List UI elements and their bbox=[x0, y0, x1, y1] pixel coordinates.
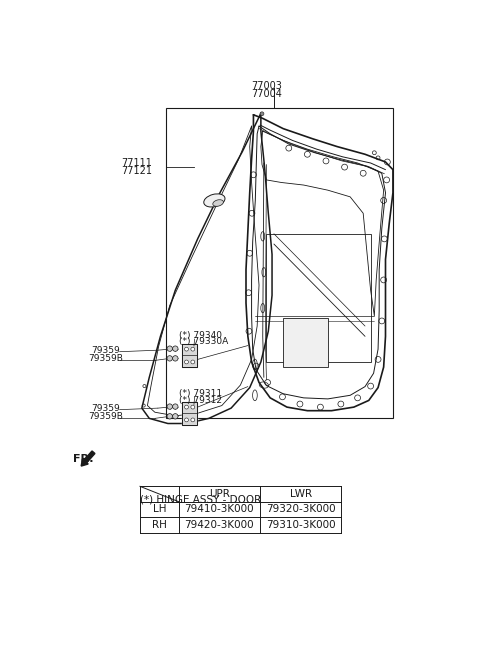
Text: 79359: 79359 bbox=[92, 346, 120, 355]
Text: 77121: 77121 bbox=[121, 166, 152, 176]
Text: 79359B: 79359B bbox=[89, 412, 123, 421]
FancyArrow shape bbox=[81, 451, 95, 466]
Ellipse shape bbox=[213, 200, 223, 206]
Circle shape bbox=[167, 346, 172, 352]
Text: (*) 79311: (*) 79311 bbox=[179, 389, 222, 398]
Circle shape bbox=[184, 360, 189, 364]
Circle shape bbox=[191, 360, 195, 364]
Text: (*) 79330A: (*) 79330A bbox=[179, 338, 228, 346]
Text: 79359: 79359 bbox=[92, 404, 120, 413]
Text: (*) 79312: (*) 79312 bbox=[179, 396, 222, 405]
Circle shape bbox=[191, 405, 195, 409]
Circle shape bbox=[167, 404, 172, 410]
Text: (*) 79340: (*) 79340 bbox=[179, 331, 222, 340]
Circle shape bbox=[191, 347, 195, 351]
Polygon shape bbox=[182, 344, 197, 367]
Text: (*) HINGE ASSY - DOOR: (*) HINGE ASSY - DOOR bbox=[140, 494, 261, 504]
Text: UPR: UPR bbox=[209, 489, 230, 499]
Bar bbox=[266, 234, 371, 362]
Text: FR.: FR. bbox=[73, 454, 94, 464]
Circle shape bbox=[184, 418, 189, 422]
Text: 79310-3K000: 79310-3K000 bbox=[266, 520, 336, 530]
Circle shape bbox=[191, 418, 195, 422]
Text: 77003: 77003 bbox=[252, 81, 282, 91]
Text: 77111: 77111 bbox=[121, 158, 152, 168]
Circle shape bbox=[173, 356, 178, 361]
Text: 77004: 77004 bbox=[252, 89, 282, 99]
Polygon shape bbox=[182, 402, 197, 425]
Circle shape bbox=[173, 346, 178, 352]
Circle shape bbox=[260, 112, 264, 116]
Circle shape bbox=[173, 404, 178, 410]
Ellipse shape bbox=[204, 194, 225, 207]
Circle shape bbox=[167, 356, 172, 361]
Text: LWR: LWR bbox=[290, 489, 312, 499]
Text: 79420-3K000: 79420-3K000 bbox=[185, 520, 254, 530]
Circle shape bbox=[173, 414, 178, 419]
Text: 79410-3K000: 79410-3K000 bbox=[185, 504, 254, 514]
Circle shape bbox=[184, 405, 189, 409]
Circle shape bbox=[184, 347, 189, 351]
Text: 79359B: 79359B bbox=[89, 354, 123, 363]
Text: LH: LH bbox=[153, 504, 166, 514]
Text: 79320-3K000: 79320-3K000 bbox=[266, 504, 336, 514]
Bar bbox=[283, 318, 328, 367]
Bar bbox=[166, 108, 393, 418]
Text: RH: RH bbox=[152, 520, 167, 530]
Circle shape bbox=[167, 414, 172, 419]
